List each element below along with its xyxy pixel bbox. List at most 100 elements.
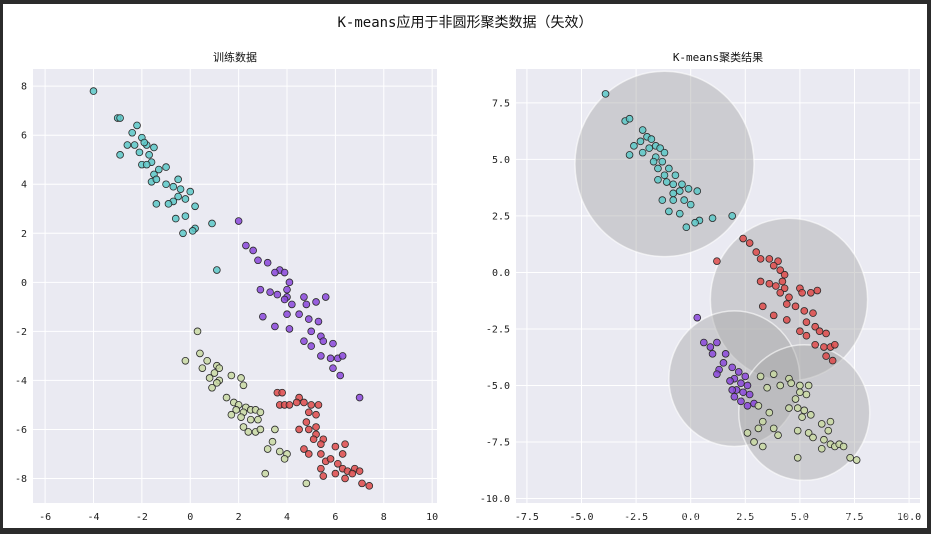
data-point	[804, 429, 813, 437]
data-point	[154, 165, 163, 174]
data-point	[656, 144, 664, 152]
y-tick-label: 5.0	[492, 155, 510, 166]
data-point	[728, 386, 736, 394]
y-tick-label: 6	[21, 131, 27, 142]
data-point	[658, 196, 667, 204]
data-point	[636, 137, 645, 146]
data-point	[256, 285, 265, 294]
data-point	[822, 352, 830, 360]
data-point	[741, 372, 750, 381]
data-point	[682, 223, 691, 232]
data-point	[152, 200, 161, 208]
data-point	[758, 302, 767, 311]
data-point	[660, 148, 669, 157]
data-point	[743, 381, 752, 390]
x-tick-label: 0.0	[682, 512, 700, 523]
data-point	[152, 175, 161, 184]
chart-title: 训练数据	[213, 50, 257, 64]
data-point	[329, 339, 337, 348]
data-point	[256, 425, 265, 434]
data-point	[319, 472, 328, 480]
y-tick-label: -8	[15, 474, 27, 485]
data-point	[314, 317, 323, 326]
data-point	[205, 374, 214, 382]
data-point	[249, 246, 257, 255]
data-point	[150, 143, 158, 152]
data-point	[662, 178, 671, 186]
y-tick-label: -2.5	[486, 324, 510, 335]
y-tick-label: 2.5	[492, 211, 510, 222]
data-point	[116, 151, 124, 159]
data-point	[756, 277, 765, 286]
data-point	[758, 442, 767, 451]
data-point	[693, 313, 702, 322]
data-point	[601, 90, 610, 98]
data-point	[658, 157, 667, 166]
data-point	[288, 300, 296, 309]
data-point	[285, 278, 294, 287]
data-point	[796, 327, 804, 336]
data-point	[203, 356, 211, 365]
data-point	[130, 141, 139, 149]
data-point	[164, 200, 173, 208]
data-point	[89, 87, 98, 95]
data-point	[680, 196, 688, 204]
data-point	[817, 444, 826, 453]
data-point	[123, 141, 132, 149]
data-point	[140, 138, 149, 147]
data-point	[304, 450, 313, 458]
grid-lines	[516, 69, 920, 503]
data-point	[278, 388, 286, 397]
data-point	[846, 453, 854, 462]
data-point	[268, 437, 277, 446]
data-point	[283, 310, 291, 318]
data-point	[336, 371, 345, 380]
data-point	[215, 364, 224, 372]
data-point	[807, 411, 815, 419]
data-point	[669, 196, 678, 204]
data-point	[776, 266, 785, 274]
data-point	[222, 393, 231, 402]
data-point	[693, 187, 702, 195]
data-point	[232, 406, 241, 414]
data-point	[772, 282, 780, 290]
data-point	[244, 428, 253, 436]
y-tick-label: -7.5	[486, 437, 510, 448]
data-point	[314, 401, 323, 409]
data-point	[769, 261, 778, 270]
data-point	[193, 327, 202, 336]
data-point	[728, 363, 736, 372]
series-olive	[743, 370, 861, 464]
data-point	[708, 350, 717, 358]
data-point	[802, 390, 811, 399]
data-point	[763, 383, 771, 392]
series-purple	[693, 313, 758, 410]
data-point	[804, 381, 813, 390]
data-point	[176, 185, 185, 193]
figure-title: K-means应用于非圆形聚类数据（失效）	[337, 15, 593, 31]
data-point	[239, 381, 248, 390]
data-point	[802, 318, 811, 326]
data-point	[261, 469, 270, 478]
data-point	[625, 114, 634, 123]
data-point	[713, 257, 721, 265]
data-point	[334, 459, 342, 468]
data-point	[737, 379, 745, 387]
data-point	[745, 239, 754, 247]
data-point	[246, 415, 255, 424]
data-point	[793, 453, 802, 462]
data-point	[754, 424, 763, 433]
data-point	[317, 464, 325, 473]
data-point	[813, 286, 822, 295]
data-point	[776, 288, 785, 297]
data-point	[756, 255, 765, 263]
data-point	[355, 467, 364, 475]
data-point	[638, 126, 647, 134]
data-point	[787, 379, 795, 387]
data-point	[309, 435, 318, 444]
data-point	[302, 418, 311, 426]
data-point	[817, 420, 826, 428]
data-point	[341, 474, 349, 483]
data-point	[355, 393, 364, 402]
plot-background	[33, 69, 437, 503]
